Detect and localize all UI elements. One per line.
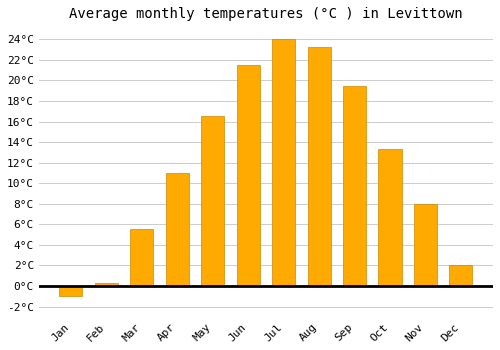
Bar (95, 283, 118, 286)
Bar (450, 265, 472, 286)
Bar (308, 47, 330, 286)
Bar (378, 149, 402, 286)
Title: Average monthly temperatures (°C ) in Levittown: Average monthly temperatures (°C ) in Le… (69, 7, 462, 21)
Bar (201, 117, 224, 286)
Bar (166, 173, 189, 286)
Bar (414, 204, 437, 286)
Bar (272, 39, 295, 286)
Bar (60, 286, 82, 296)
Bar (236, 65, 260, 286)
Bar (130, 230, 154, 286)
Bar (343, 86, 366, 286)
